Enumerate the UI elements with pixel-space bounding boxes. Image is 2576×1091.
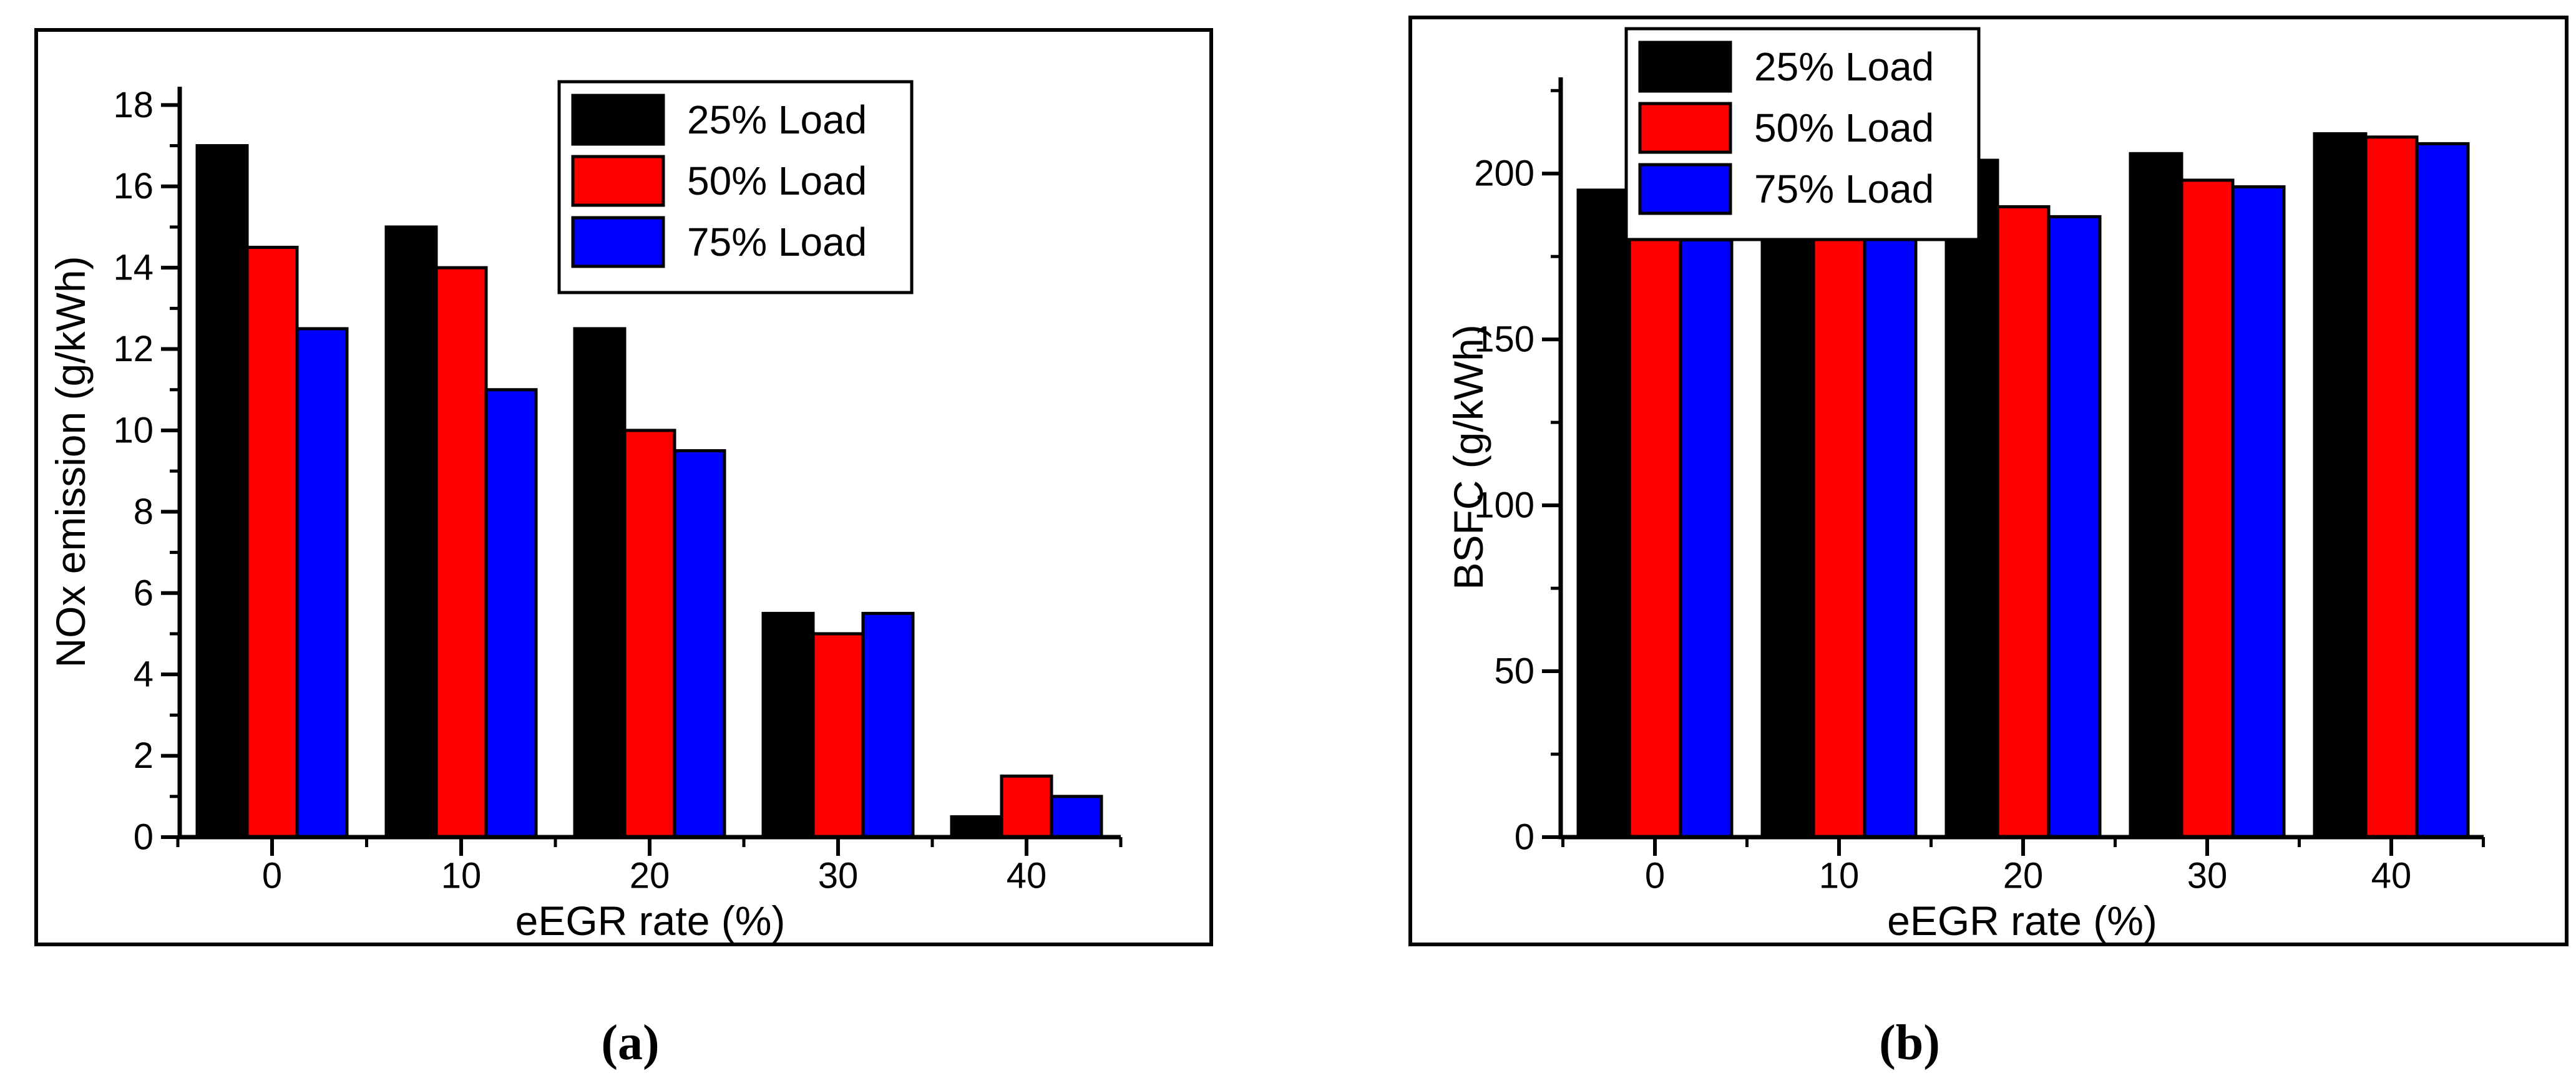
y-tick-label: 18: [113, 85, 154, 125]
legend-label: 50% Load: [687, 158, 867, 203]
bar-75Load-x20: [2047, 215, 2102, 839]
bar-50Load-x10: [1812, 221, 1866, 839]
bar-75Load-x20: [673, 449, 726, 839]
caption-b: (b): [1879, 1016, 1940, 1070]
bar-25Load-x30: [2129, 152, 2183, 839]
y-tick-label: 12: [113, 329, 154, 369]
bar-75Load-x10: [484, 388, 538, 839]
legend-label: 50% Load: [1754, 105, 1934, 150]
y-tick-label: 14: [113, 248, 154, 288]
y-tick-label: 0: [1515, 817, 1534, 858]
bar-50Load-x10: [434, 266, 488, 839]
bar-25Load-x10: [384, 225, 438, 839]
bar-25Load-x10: [1760, 178, 1815, 839]
y-tick-label: 100: [1474, 485, 1534, 526]
bar-25Load-x40: [2313, 132, 2368, 839]
legend-label: 75% Load: [1754, 167, 1934, 211]
bar-25Load-x40: [950, 815, 1003, 839]
bar-25Load-x20: [1944, 158, 1999, 839]
x-tick-label: 0: [1645, 856, 1665, 896]
x-axis-title: eEGR rate (%): [515, 898, 786, 943]
bar-75Load-x0: [1679, 238, 1734, 839]
y-tick-label: 8: [134, 492, 154, 532]
x-tick-label: 40: [1007, 856, 1047, 896]
y-tick-label: 10: [113, 410, 154, 450]
x-tick-label: 40: [2371, 856, 2412, 896]
x-tick-label: 10: [1819, 856, 1860, 896]
x-tick-label: 10: [441, 856, 482, 896]
x-tick-label: 20: [630, 856, 670, 896]
panel-b: 0 50 100 150 200 0 10 20 30 40 eEGR rate (%) BSFC (…: [1408, 16, 2569, 946]
y-tick-label: 6: [134, 573, 154, 613]
bar-50Load-x0: [245, 246, 299, 839]
bar-50Load-x30: [811, 632, 865, 839]
y-tick-label: 50: [1494, 651, 1534, 692]
bar-75Load-x30: [861, 611, 915, 839]
bar-75Load-x40: [2415, 142, 2470, 839]
bar-50Load-x0: [1627, 231, 1682, 839]
bar-75Load-x40: [1050, 795, 1103, 839]
legend-swatch-50Load: [1638, 102, 1732, 154]
panel-a: 0 2 4 6 8 10 12 14 16 18 0 10 20 30 40 eEGR rate (%) NOx…: [34, 28, 1213, 946]
x-tick-label: 30: [818, 856, 859, 896]
legend-label: 25% Load: [687, 97, 867, 142]
legend-swatch-50Load: [571, 155, 665, 207]
legend-label: 75% Load: [687, 220, 867, 264]
legend-label: 25% Load: [1754, 44, 1934, 89]
bar-75Load-x10: [1863, 231, 1918, 839]
bar-50Load-x20: [1996, 205, 2051, 839]
chart-b-svg: 0 50 100 150 200 0 10 20 30 40 eEGR rate (%) BSFC (…: [1445, 27, 2485, 943]
bar-25Load-x20: [573, 327, 627, 839]
bar-50Load-x40: [1000, 774, 1053, 839]
bar-25Load-x0: [1576, 188, 1631, 839]
legend-swatch-25Load: [571, 94, 665, 146]
x-tick-label: 20: [2003, 856, 2044, 896]
legend-swatch-75Load: [571, 216, 665, 268]
y-tick-label: 16: [113, 166, 154, 206]
y-tick-label: 0: [134, 817, 154, 858]
y-tick-label: 150: [1474, 319, 1534, 360]
y-tick-label: 200: [1474, 153, 1534, 194]
x-tick-label: 30: [2187, 856, 2228, 896]
y-axis-title: BSFC (g/kWh): [1445, 324, 1491, 589]
bar-50Load-x20: [623, 429, 676, 839]
x-tick-label: 0: [262, 856, 282, 896]
legend-swatch-75Load: [1638, 163, 1732, 215]
bar-75Load-x0: [295, 327, 349, 839]
bar-50Load-x40: [2364, 135, 2419, 839]
bar-75Load-x30: [2231, 185, 2286, 839]
x-axis-title: eEGR rate (%): [1887, 898, 2157, 943]
y-tick-label: 2: [134, 735, 154, 776]
y-axis-title: NOx emission (g/kWh): [47, 256, 94, 667]
legend-swatch-25Load: [1638, 41, 1732, 93]
y-tick-label: 4: [134, 654, 154, 695]
bar-50Load-x30: [2180, 178, 2235, 839]
caption-a: (a): [601, 1016, 660, 1070]
bar-25Load-x30: [761, 611, 815, 839]
chart-a-svg: 0 2 4 6 8 10 12 14 16 18 0 10 20 30 40 eEGR rate (%) NOx…: [47, 80, 1123, 943]
bar-25Load-x0: [195, 144, 249, 839]
